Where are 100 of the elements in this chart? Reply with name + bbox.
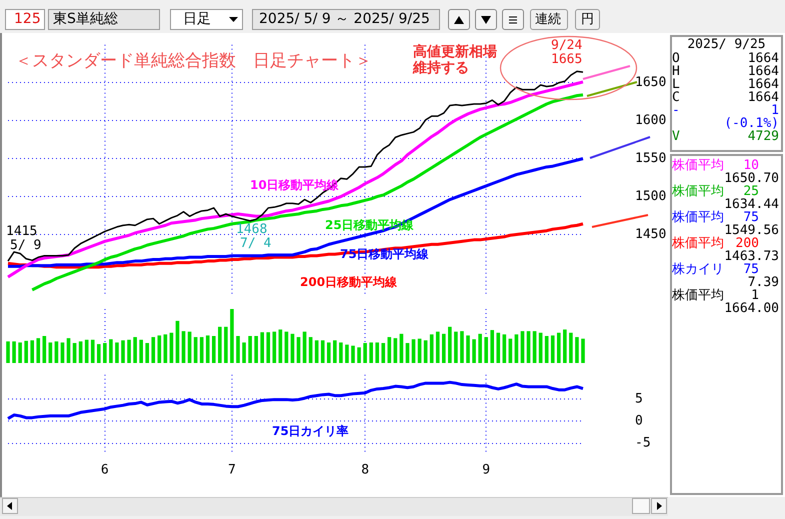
bar <box>575 337 579 363</box>
bar <box>357 347 361 363</box>
bar <box>6 341 10 363</box>
x-tick-label: 8 <box>361 462 370 478</box>
bar <box>345 344 349 363</box>
text: V <box>672 129 680 144</box>
bar <box>351 346 355 363</box>
annotation: 7/ 4 <box>240 236 272 251</box>
bar <box>400 334 404 363</box>
text: 2025/ 5/ 9 ～ 2025/ 9/25 <box>252 9 440 30</box>
bar <box>170 332 174 363</box>
bar <box>133 337 137 363</box>
text: 1664 <box>748 64 779 79</box>
text: 1650.70 <box>724 171 779 186</box>
text: 1463.73 <box>724 249 779 264</box>
bar <box>302 332 306 363</box>
y-tick-label: 0 <box>635 414 643 429</box>
text: 株価平均 <box>672 210 724 225</box>
bar <box>532 331 536 363</box>
bar <box>430 334 434 363</box>
text: 円 <box>575 9 600 30</box>
text: 75 <box>743 262 759 277</box>
bar <box>115 342 119 363</box>
bar <box>526 331 530 363</box>
annotation: 9/24 <box>551 38 582 53</box>
bar <box>466 335 470 363</box>
annotation: 5/ 9 <box>10 238 42 253</box>
bar <box>212 336 216 363</box>
bar <box>508 338 512 363</box>
bar <box>200 337 204 363</box>
annotation: 1665 <box>551 52 582 67</box>
bar <box>103 343 107 363</box>
bar <box>544 336 548 363</box>
bar <box>436 332 440 363</box>
bar <box>24 340 28 363</box>
y-tick-label: 1650 <box>635 75 666 90</box>
text: 株カイリ <box>672 262 724 277</box>
bar <box>139 340 143 363</box>
bar <box>260 332 264 363</box>
bar <box>556 332 561 363</box>
annotation: 維持する <box>413 60 469 76</box>
text: - <box>672 103 680 118</box>
bar <box>72 343 76 363</box>
bar <box>42 336 46 363</box>
text: 75 <box>743 210 759 225</box>
bar <box>12 341 16 363</box>
x-tick-label: 7 <box>228 462 236 478</box>
bar <box>538 332 542 363</box>
bar <box>363 343 367 363</box>
bar <box>406 343 410 363</box>
bar <box>569 332 573 363</box>
text: 1 <box>751 288 759 303</box>
bar <box>308 337 312 363</box>
bar <box>381 343 386 363</box>
text: 1664 <box>748 51 779 66</box>
text: 1664 <box>748 90 779 105</box>
text: 10 <box>743 158 759 173</box>
bar <box>418 338 422 363</box>
text: 125 <box>5 9 45 30</box>
bar <box>96 344 101 363</box>
series-label: 200日移動平均線 <box>300 274 398 291</box>
bar <box>54 341 58 363</box>
bar <box>272 332 276 363</box>
bar <box>424 340 428 363</box>
bar <box>121 340 125 363</box>
y-tick-label: 5 <box>635 391 643 406</box>
text: 東S単純総 <box>48 9 160 30</box>
bar <box>254 336 258 363</box>
bar <box>242 342 246 363</box>
bar <box>30 340 34 363</box>
text: 株価平均 <box>672 236 724 251</box>
bar <box>388 337 392 363</box>
bar <box>442 334 446 363</box>
bar <box>194 337 198 363</box>
text: O <box>672 51 680 66</box>
text: C <box>672 90 680 105</box>
text: 1634.44 <box>724 197 779 212</box>
y-tick-label: 1500 <box>635 188 666 204</box>
annotation: 高値更新相場 <box>413 44 497 60</box>
bar <box>375 342 380 363</box>
x-tick-label: 6 <box>100 462 109 478</box>
bar <box>320 340 325 363</box>
bar <box>412 339 416 363</box>
text: 75日カイリ率 <box>272 423 349 440</box>
bar <box>266 332 270 363</box>
x-tick-label: 9 <box>482 462 490 478</box>
bar <box>158 335 162 363</box>
text: 連続 <box>530 9 568 30</box>
bar <box>145 343 150 363</box>
bar <box>454 332 458 363</box>
bar <box>60 342 64 363</box>
bar <box>127 340 131 363</box>
text: 1 <box>771 103 779 118</box>
text: 株価平均 <box>672 158 724 173</box>
bar <box>448 326 452 363</box>
text: 日足 <box>183 11 211 27</box>
bar <box>520 331 524 363</box>
bar <box>460 331 464 363</box>
text: H <box>672 64 680 79</box>
text: 2025/ 9/25 <box>686 37 767 52</box>
